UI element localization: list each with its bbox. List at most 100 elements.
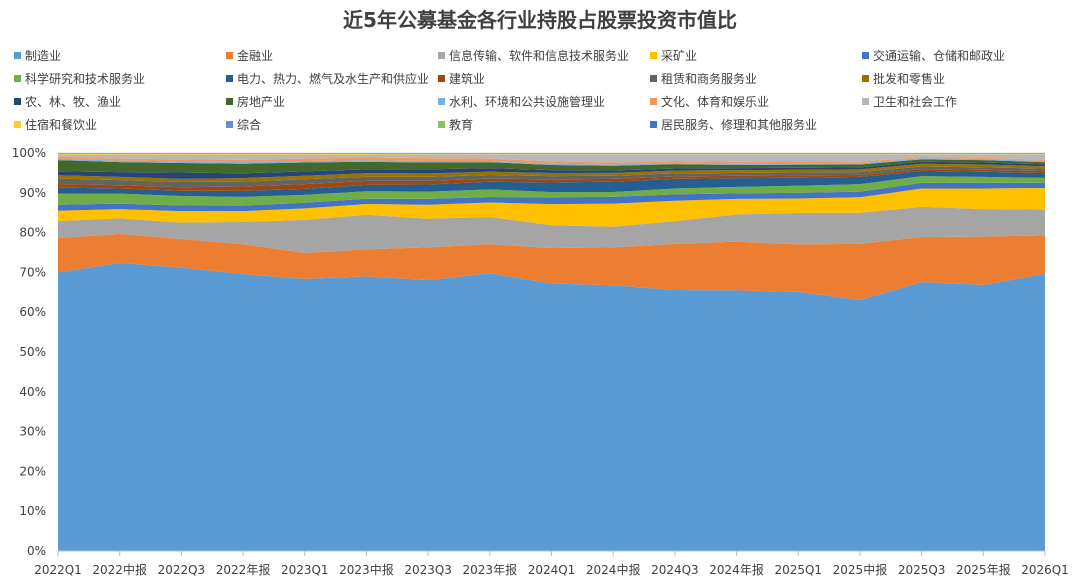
- legend-item: 建筑业: [438, 67, 650, 90]
- legend-swatch: [14, 98, 21, 105]
- axes: 0% 10% 20% 30% 40% 50% 60% 70% 80% 90% 100% 2022Q1 2…: [12, 146, 1069, 577]
- legend-item: 租赁和商务服务业: [650, 67, 862, 90]
- y-tick-label: 100%: [12, 146, 46, 160]
- legend-label: 房地产业: [237, 95, 286, 109]
- area-series: [58, 156, 1045, 165]
- y-tick-label: 70%: [19, 265, 46, 279]
- x-tick-label: 2022Q1: [34, 563, 82, 577]
- legend-item: 批发和零售业: [862, 67, 1074, 90]
- x-tick-label: 2024Q3: [651, 563, 699, 577]
- legend-label: 住宿和餐饮业: [25, 118, 98, 132]
- x-tick-label: 2023Q3: [404, 563, 452, 577]
- x-tick-label: 2025Q1: [774, 563, 822, 577]
- legend-label: 农、林、牧、渔业: [25, 95, 122, 109]
- area-series: [58, 166, 1045, 188]
- area-series: [58, 176, 1045, 206]
- x-tick-label: 2024中报: [586, 562, 641, 577]
- legend-swatch: [438, 98, 445, 105]
- area-series: [58, 154, 1045, 163]
- legend-item: 居民服务、修理和其他服务业: [650, 113, 862, 136]
- area-series: [58, 153, 1045, 155]
- legend-swatch: [438, 75, 445, 82]
- legend-swatch: [650, 121, 657, 128]
- legend-label: 居民服务、修理和其他服务业: [661, 118, 818, 132]
- legend-swatch: [226, 52, 233, 59]
- area-series: [58, 170, 1045, 197]
- legend-label: 金融业: [237, 49, 274, 63]
- legend-label: 水利、环境和公共设施管理业: [449, 95, 606, 109]
- x-tick-label: 2023中报: [339, 562, 394, 577]
- area-series: [58, 168, 1045, 191]
- y-tick-label: 90%: [19, 186, 46, 200]
- legend-swatch: [862, 52, 869, 59]
- legend-swatch: [14, 52, 21, 59]
- legend-swatch: [438, 52, 445, 59]
- area-series: [58, 159, 1045, 174]
- y-tick-label: 60%: [19, 305, 46, 319]
- x-tick-label: 2025Q3: [898, 563, 946, 577]
- legend-label: 制造业: [25, 49, 62, 63]
- legend-item: 教育: [438, 113, 650, 136]
- area-series: [58, 161, 1045, 179]
- legend-label: 租赁和商务服务业: [661, 72, 758, 86]
- legend-label: 综合: [237, 118, 262, 132]
- y-tick-label: 80%: [19, 226, 46, 240]
- area-series: [58, 187, 1045, 227]
- legend-item: 卫生和社会工作: [862, 90, 1074, 113]
- legend-item: 采矿业: [650, 44, 862, 67]
- legend-swatch: [650, 52, 657, 59]
- legend-item: 金融业: [226, 44, 438, 67]
- x-tick-label: 2024Q1: [528, 563, 576, 577]
- area-series: [58, 158, 1045, 166]
- legend-swatch: [862, 98, 869, 105]
- chart-title: 近5年公募基金各行业持股占股票投资市值比: [343, 8, 737, 32]
- legend-label: 教育: [449, 118, 474, 132]
- area-series: [58, 233, 1045, 301]
- legend-item: 住宿和餐饮业: [14, 113, 226, 136]
- legend-item: 制造业: [14, 44, 226, 67]
- legend-swatch: [862, 75, 869, 82]
- legend-item: 交通运输、仓储和邮政业: [862, 44, 1074, 67]
- legend-label: 电力、热力、燃气及水生产和供应业: [237, 72, 430, 86]
- legend-swatch: [226, 75, 233, 82]
- legend-swatch: [226, 98, 233, 105]
- y-tick-label: 50%: [19, 345, 46, 359]
- legend-label: 科学研究和技术服务业: [25, 72, 146, 86]
- legend-item: 水利、环境和公共设施管理业: [438, 90, 650, 113]
- legend-label: 卫生和社会工作: [873, 95, 958, 109]
- legend-label: 批发和零售业: [873, 72, 946, 86]
- y-tick-label: 20%: [19, 464, 46, 478]
- x-tick-label: 2024年报: [709, 562, 764, 577]
- legend: 制造业 金融业 信息传输、软件和信息技术服务业 采矿业 交通运输、仓储和邮政业科学研究和…: [14, 44, 1074, 136]
- legend-swatch: [14, 75, 21, 82]
- area-series: [58, 262, 1045, 551]
- x-tick-label: 2022中报: [92, 562, 147, 577]
- legend-item: 农、林、牧、渔业: [14, 90, 226, 113]
- x-tick-label: 2022年报: [216, 562, 271, 577]
- y-tick-label: 0%: [27, 544, 46, 558]
- x-tick-label: 2025中报: [833, 562, 888, 577]
- x-tick-label: 2023年报: [463, 562, 518, 577]
- legend-swatch: [14, 121, 21, 128]
- area-series: [58, 206, 1045, 253]
- legend-swatch: [650, 75, 657, 82]
- legend-label: 交通运输、仓储和邮政业: [873, 49, 1006, 63]
- y-tick-label: 40%: [19, 385, 46, 399]
- stacked-areas: [58, 153, 1045, 551]
- legend-item: 信息传输、软件和信息技术服务业: [438, 44, 650, 67]
- legend-item: 文化、体育和娱乐业: [650, 90, 862, 113]
- area-series: [58, 182, 1045, 212]
- x-tick-label: 2023Q1: [281, 563, 329, 577]
- legend-item: 房地产业: [226, 90, 438, 113]
- legend-label: 建筑业: [449, 72, 486, 86]
- x-tick-label: 2026Q1: [1021, 563, 1069, 577]
- legend-item: 科学研究和技术服务业: [14, 67, 226, 90]
- x-tick-label: 2022Q3: [158, 563, 206, 577]
- legend-label: 信息传输、软件和信息技术服务业: [449, 49, 630, 63]
- y-tick-label: 30%: [19, 425, 46, 439]
- legend-label: 文化、体育和娱乐业: [661, 95, 770, 109]
- area-series: [58, 163, 1045, 183]
- y-tick-label: 10%: [19, 504, 46, 518]
- legend-item: 综合: [226, 113, 438, 136]
